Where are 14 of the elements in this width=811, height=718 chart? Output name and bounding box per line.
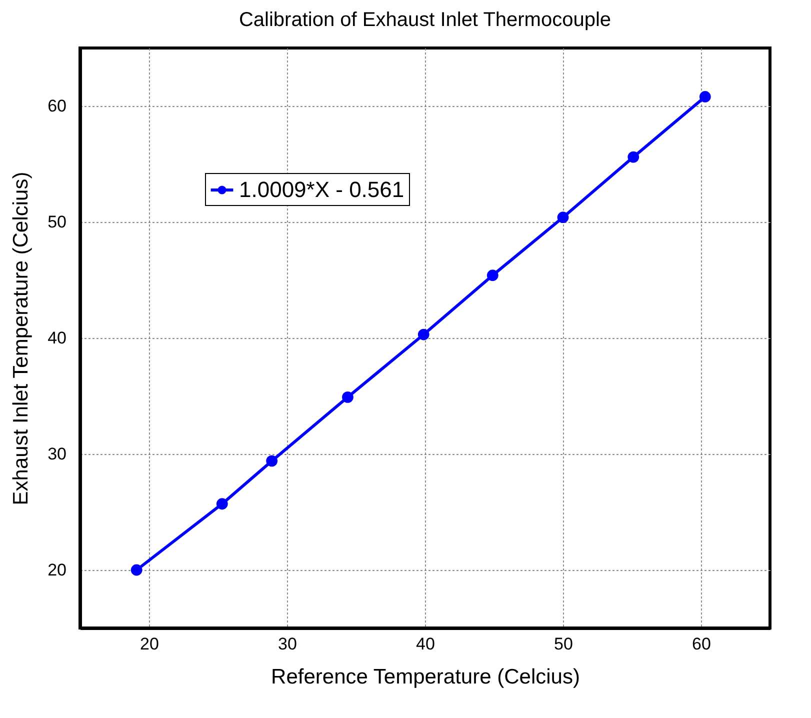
x-tick-label: 60	[692, 634, 711, 654]
x-tick-label: 20	[140, 634, 159, 654]
x-tick-label: 50	[554, 634, 573, 654]
x-tick-label: 30	[278, 634, 297, 654]
y-tick-label: 40	[48, 328, 66, 348]
y-tick-label: 20	[48, 560, 66, 580]
y-axis-title: Exhaust Inlet Temperature (Celcius)	[10, 172, 33, 506]
y-tick-label: 60	[48, 96, 66, 116]
y-tick-label: 50	[48, 212, 66, 232]
y-tick-label: 30	[48, 444, 66, 464]
legend-label: 1.0009*X - 0.561	[239, 177, 404, 202]
x-tick-label: 40	[416, 634, 435, 654]
x-axis-title: Reference Temperature (Celcius)	[271, 666, 580, 688]
chart-title: Calibration of Exhaust Inlet Thermocouple	[238, 9, 612, 31]
